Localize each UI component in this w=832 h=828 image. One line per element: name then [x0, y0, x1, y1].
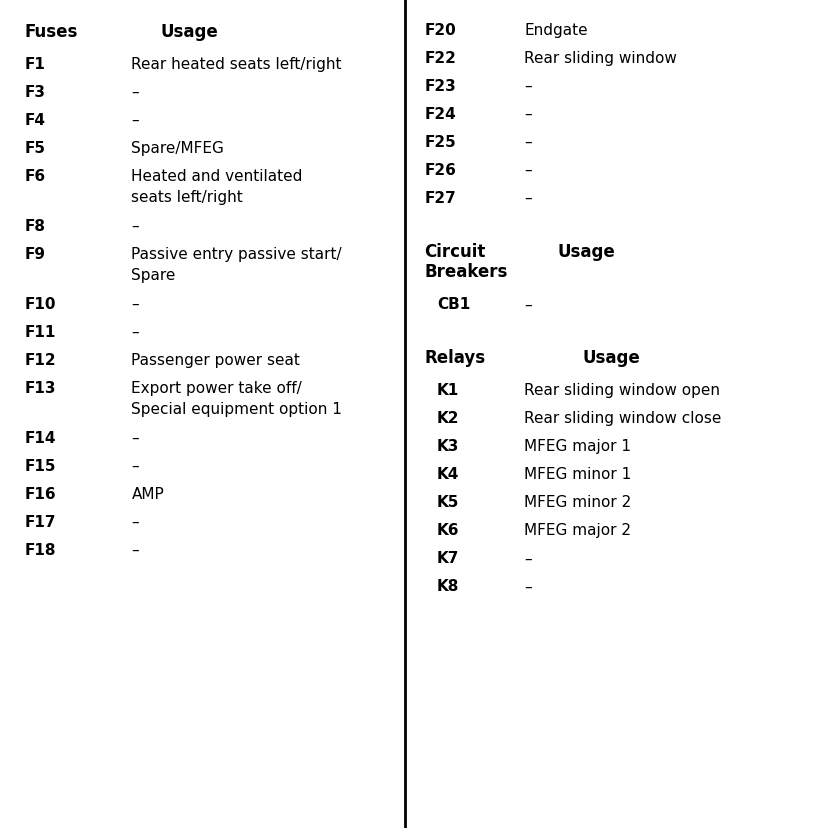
Text: F12: F12 — [25, 353, 57, 368]
Text: Spare: Spare — [131, 267, 176, 283]
Text: K6: K6 — [437, 522, 459, 538]
Text: –: – — [131, 297, 139, 312]
Text: –: – — [524, 191, 532, 206]
Text: K7: K7 — [437, 551, 459, 566]
Text: –: – — [524, 163, 532, 178]
Text: F11: F11 — [25, 325, 57, 339]
Text: –: – — [131, 219, 139, 234]
Text: K4: K4 — [437, 467, 459, 482]
Text: F4: F4 — [25, 113, 46, 128]
Text: F25: F25 — [424, 135, 456, 150]
Text: MFEG minor 2: MFEG minor 2 — [524, 495, 631, 510]
Text: F24: F24 — [424, 107, 456, 122]
Text: K1: K1 — [437, 383, 459, 398]
Text: Spare/MFEG: Spare/MFEG — [131, 141, 225, 156]
Text: K3: K3 — [437, 439, 459, 454]
Text: Passive entry passive start/: Passive entry passive start/ — [131, 247, 342, 262]
Text: –: – — [131, 431, 139, 445]
Text: K2: K2 — [437, 411, 459, 426]
Text: F8: F8 — [25, 219, 46, 234]
Text: F9: F9 — [25, 247, 46, 262]
Text: F3: F3 — [25, 85, 46, 100]
Text: –: – — [131, 514, 139, 530]
Text: Special equipment option 1: Special equipment option 1 — [131, 402, 342, 416]
Text: –: – — [131, 113, 139, 128]
Text: F6: F6 — [25, 169, 46, 184]
Text: F20: F20 — [424, 23, 456, 38]
Text: Usage: Usage — [582, 349, 640, 367]
Text: seats left/right: seats left/right — [131, 190, 243, 205]
Text: F10: F10 — [25, 297, 57, 312]
Text: MFEG major 1: MFEG major 1 — [524, 439, 631, 454]
Text: –: – — [524, 107, 532, 122]
Text: F5: F5 — [25, 141, 46, 156]
Text: –: – — [524, 297, 532, 312]
Text: Breakers: Breakers — [424, 263, 508, 282]
Text: –: – — [524, 135, 532, 150]
Text: K8: K8 — [437, 579, 459, 594]
Text: Rear sliding window open: Rear sliding window open — [524, 383, 721, 398]
Text: AMP: AMP — [131, 487, 164, 502]
Text: Rear heated seats left/right: Rear heated seats left/right — [131, 57, 342, 72]
Text: F15: F15 — [25, 459, 57, 474]
Text: Relays: Relays — [424, 349, 485, 367]
Text: Export power take off/: Export power take off/ — [131, 381, 302, 396]
Text: Fuses: Fuses — [25, 23, 78, 41]
Text: F18: F18 — [25, 542, 57, 557]
Text: –: – — [131, 459, 139, 474]
Text: –: – — [524, 579, 532, 594]
Text: –: – — [131, 325, 139, 339]
Text: F23: F23 — [424, 79, 456, 94]
Text: Usage: Usage — [557, 243, 615, 261]
Text: F27: F27 — [424, 191, 456, 206]
Text: Rear sliding window: Rear sliding window — [524, 51, 677, 66]
Text: MFEG minor 1: MFEG minor 1 — [524, 467, 631, 482]
Text: Endgate: Endgate — [524, 23, 587, 38]
Text: Circuit: Circuit — [424, 243, 486, 261]
Text: K5: K5 — [437, 495, 459, 510]
Text: –: – — [524, 551, 532, 566]
Text: F14: F14 — [25, 431, 57, 445]
Text: F16: F16 — [25, 487, 57, 502]
Text: MFEG major 2: MFEG major 2 — [524, 522, 631, 538]
Text: Rear sliding window close: Rear sliding window close — [524, 411, 721, 426]
Text: F13: F13 — [25, 381, 57, 396]
Text: Heated and ventilated: Heated and ventilated — [131, 169, 303, 184]
Text: F17: F17 — [25, 514, 57, 530]
Text: CB1: CB1 — [437, 297, 470, 312]
Text: –: – — [131, 85, 139, 100]
Text: Passenger power seat: Passenger power seat — [131, 353, 300, 368]
Text: Usage: Usage — [161, 23, 218, 41]
Text: F26: F26 — [424, 163, 456, 178]
Text: F22: F22 — [424, 51, 456, 66]
Text: F1: F1 — [25, 57, 46, 72]
Text: –: – — [131, 542, 139, 557]
Text: –: – — [524, 79, 532, 94]
